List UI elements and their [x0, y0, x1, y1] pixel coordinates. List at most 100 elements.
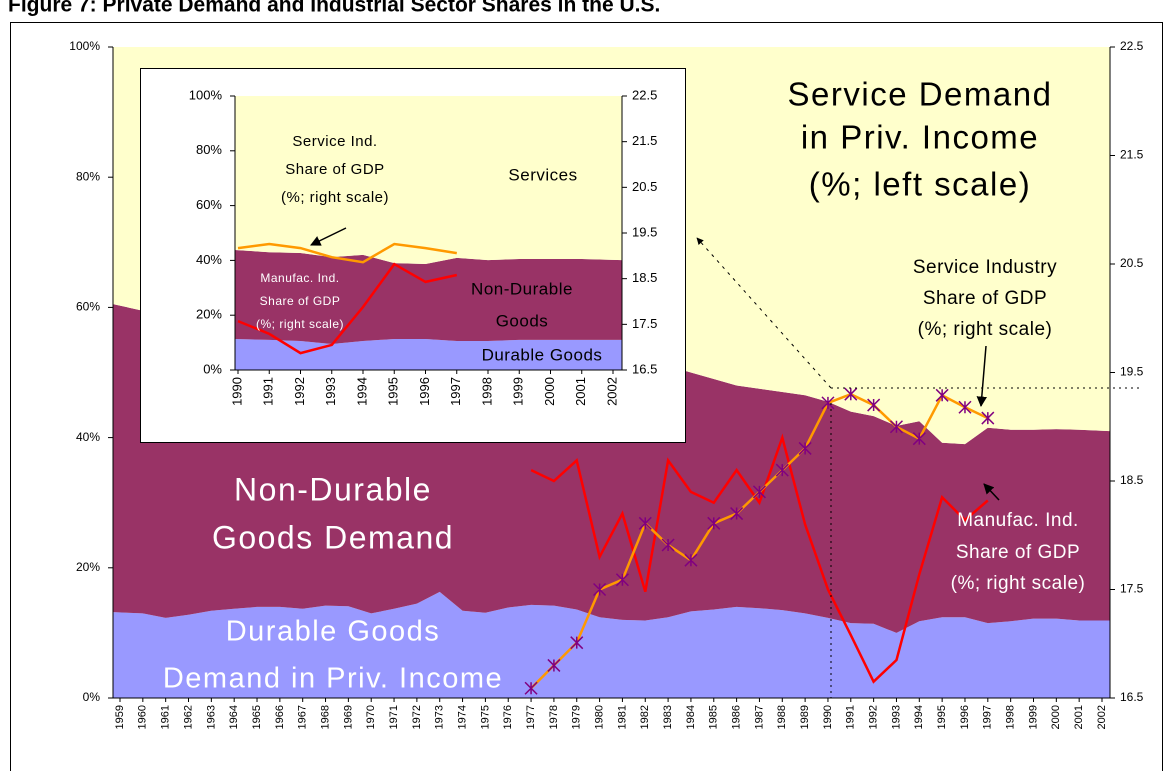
x-tick-label: 1976 [502, 705, 514, 729]
star-marker [570, 636, 584, 650]
y2-tick-label: 16.5 [1120, 690, 1144, 704]
star-marker [752, 485, 766, 499]
x-tick-label: 1961 [160, 705, 172, 729]
x-tick-label: 1971 [388, 705, 400, 729]
annotation: Share of GDP [260, 294, 341, 308]
x-tick-label: 1993 [323, 377, 338, 406]
arrow [310, 227, 347, 246]
x-tick-label: 1986 [731, 705, 743, 729]
x-tick-label: 1970 [365, 705, 377, 729]
x-tick-label: 1989 [799, 705, 811, 729]
y2-tick-label: 17.5 [632, 316, 657, 331]
y2-tick-label: 18.5 [1120, 473, 1144, 487]
x-tick-label: 1974 [456, 705, 468, 729]
star-marker [798, 441, 812, 455]
guide-arrow [696, 237, 832, 389]
y2-tick-label: 20.5 [632, 179, 657, 194]
x-tick-label: 2002 [604, 377, 619, 406]
star-marker [547, 658, 561, 672]
x-tick-label: 1984 [685, 705, 697, 729]
star-marker [593, 582, 607, 597]
x-tick-label: 1995 [936, 705, 948, 729]
y-tick-label: 20% [76, 560, 100, 574]
main-chart: 0% 20% 40% 60% 80% 100% 16.5 17.5 18.5 19.5 20.5 21… [69, 39, 1143, 729]
star-marker [935, 388, 949, 402]
y-tick-label: 80% [196, 142, 222, 157]
y-tick-label: 80% [76, 169, 100, 183]
area [113, 591, 1110, 698]
star-marker [684, 553, 698, 567]
x-tick-label: 1997 [982, 705, 994, 729]
annotation: Service Ind. [292, 133, 377, 150]
annotation: Services [508, 165, 577, 184]
x-tick-label: 1962 [182, 705, 194, 729]
y2-tick-label: 16.5 [632, 361, 657, 376]
annotation: (%; left scale) [809, 166, 1031, 203]
x-tick-label: 1991 [261, 377, 276, 406]
x-tick-label: 1979 [571, 705, 583, 729]
x-tick-label: 1981 [616, 705, 628, 729]
star-marker [638, 516, 652, 530]
guides [696, 237, 1142, 698]
star-marker [867, 398, 881, 412]
x-tick-label: 1980 [593, 705, 605, 729]
star-marker [661, 538, 675, 552]
y-tick-label: 100% [189, 87, 223, 102]
x-tick-label: 1998 [1005, 705, 1017, 729]
x-tick-label: 2001 [573, 377, 588, 406]
annotation: Goods Demand [212, 519, 454, 555]
x-tick-label: 1960 [137, 705, 149, 729]
arrow [976, 345, 988, 408]
x-tick-label: 1973 [434, 705, 446, 729]
x-tick-label: 1975 [479, 705, 491, 729]
x-tick-label: 1998 [479, 377, 494, 406]
x-tick-label: 2001 [1073, 705, 1085, 729]
star-marker [524, 681, 538, 695]
x-tick-label: 1993 [890, 705, 902, 729]
annotation: Service Demand [788, 76, 1053, 113]
line [237, 262, 458, 355]
star-marker [775, 463, 789, 477]
arrow [983, 483, 1000, 501]
annotation: Non-Durable [234, 471, 432, 507]
x-tick-label: 1959 [114, 705, 126, 729]
line [530, 433, 989, 684]
x-tick-label: 1997 [448, 377, 463, 406]
y2-tick-label: 21.5 [1120, 148, 1144, 162]
area [235, 250, 622, 344]
annotation: Durable Goods [226, 616, 441, 648]
x-tick-label: 1965 [251, 705, 263, 729]
x-tick-label: 1991 [845, 705, 857, 729]
x-tick-label: 1988 [776, 705, 788, 729]
star-marker [889, 420, 903, 434]
area [235, 339, 622, 370]
inset-guides [310, 227, 347, 246]
x-tick-label: 1964 [228, 705, 240, 729]
x-tick-label: 1999 [511, 377, 526, 406]
star-marker [615, 573, 629, 587]
x-tick-label: 1977 [525, 705, 537, 729]
x-tick-label: 1968 [319, 705, 331, 729]
annotation: Non-Durable [471, 279, 573, 298]
star-marker [707, 516, 721, 530]
star-marker [958, 400, 972, 414]
y-tick-label: 60% [76, 300, 100, 314]
y2-tick-label: 19.5 [1120, 365, 1144, 379]
star-marker [730, 507, 744, 521]
annotation: Demand in Priv. Income [163, 663, 503, 695]
y2-tick-label: 19.5 [632, 224, 657, 239]
x-tick-label: 1996 [417, 377, 432, 406]
x-tick-label: 1990 [822, 705, 834, 729]
x-tick-label: 1992 [292, 377, 307, 406]
annotation: Manufac. Ind. [957, 510, 1079, 531]
x-tick-label: 1985 [708, 705, 720, 729]
figure-title: Figure 7: Private Demand and Industrial … [8, 0, 660, 17]
y2-tick-label: 17.5 [1120, 582, 1144, 596]
annotation: in Priv. Income [801, 119, 1039, 156]
x-tick-label: 1999 [1027, 705, 1039, 729]
annotation: (%; right scale) [951, 573, 1086, 594]
line [237, 242, 457, 264]
area [235, 96, 622, 264]
star-marker [981, 411, 995, 425]
